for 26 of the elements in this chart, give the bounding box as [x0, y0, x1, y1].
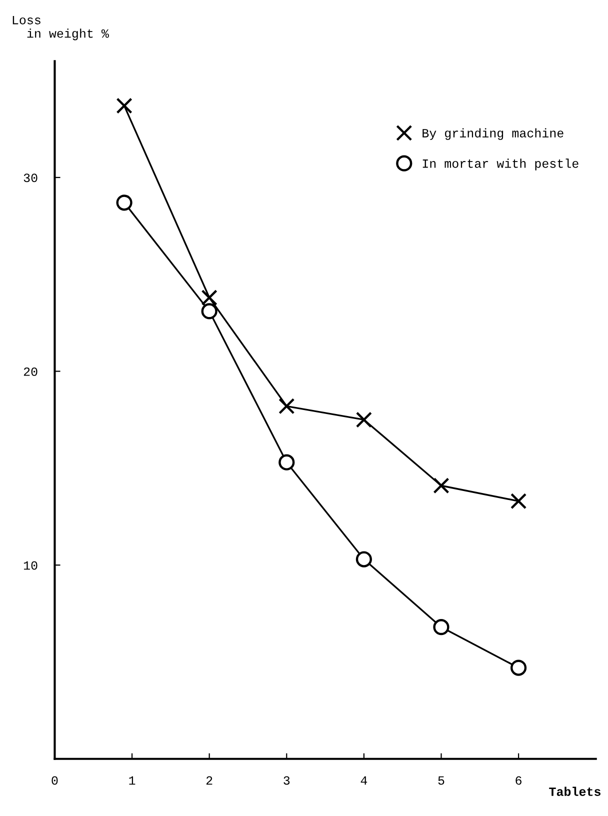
point [201, 290, 218, 306]
point [433, 619, 450, 636]
point [433, 478, 450, 494]
point [510, 493, 527, 510]
y-tick-label: 20 [24, 367, 38, 376]
x-tick-label: 0 [52, 776, 58, 785]
x-tick-label: 6 [516, 776, 522, 785]
x-tick-label: 3 [284, 776, 290, 785]
y-tick-label: 10 [24, 561, 38, 570]
point [510, 660, 527, 676]
y-tick-label: 30 [24, 174, 38, 182]
x-tick-label: 5 [438, 776, 444, 785]
point [278, 398, 295, 414]
legend-label: By grinding machine [422, 128, 564, 140]
legend-label: In mortar with pestle [422, 158, 578, 170]
y-axis-title: Loss in weight % [12, 16, 109, 40]
point [278, 454, 295, 470]
point [116, 194, 132, 211]
point [201, 303, 218, 320]
x-tick-label: 2 [206, 776, 212, 785]
point [116, 98, 132, 114]
point [356, 551, 372, 568]
x-tick-label: 4 [360, 776, 368, 785]
x-tick-label: 1 [129, 776, 136, 785]
x-axis-title: Tablets [549, 786, 600, 796]
point [356, 412, 372, 428]
